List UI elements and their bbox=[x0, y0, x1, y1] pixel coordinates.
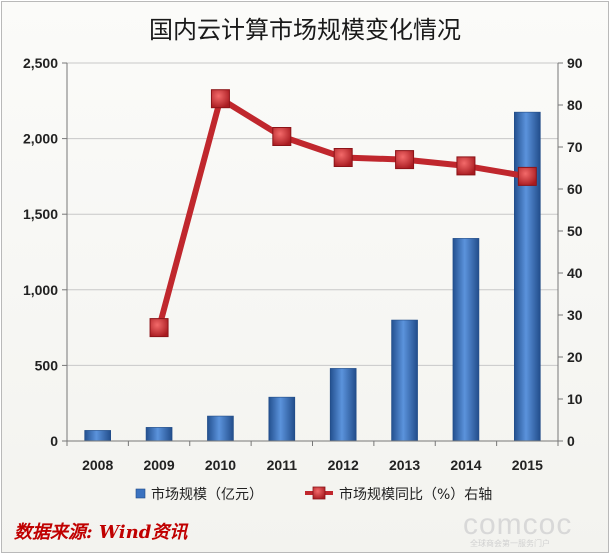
x-tick-label: 2010 bbox=[205, 457, 236, 473]
legend-line-marker bbox=[312, 486, 326, 500]
right-tick-label: 30 bbox=[567, 307, 583, 323]
right-tick-label: 60 bbox=[567, 181, 583, 197]
x-tick-label: 2014 bbox=[450, 457, 481, 473]
bar bbox=[84, 430, 111, 442]
line-marker bbox=[272, 127, 292, 146]
legend-bar-label: 市场规模（亿元） bbox=[151, 486, 263, 503]
line-series bbox=[149, 89, 537, 338]
x-tick-label: 2009 bbox=[143, 457, 174, 473]
chart-title: 国内云计算市场规模变化情况 bbox=[149, 16, 461, 44]
legend: 市场规模（亿元） 市场规模同比（%）右轴 bbox=[135, 486, 492, 503]
bar bbox=[514, 111, 541, 442]
x-tick-label: 2013 bbox=[389, 457, 420, 473]
bar bbox=[207, 415, 234, 442]
left-tick-label: 1,500 bbox=[23, 206, 58, 222]
x-tick-label: 2011 bbox=[267, 457, 298, 473]
right-tick-label: 0 bbox=[567, 433, 575, 449]
bar bbox=[329, 368, 357, 442]
x-tick-label: 2008 bbox=[82, 457, 113, 473]
right-tick-label: 80 bbox=[567, 97, 583, 113]
line-marker bbox=[210, 89, 230, 109]
line-marker bbox=[456, 156, 476, 176]
left-tick-label: 500 bbox=[35, 357, 59, 373]
left-tick-label: 2,500 bbox=[23, 55, 58, 71]
bar bbox=[268, 396, 296, 442]
bar bbox=[145, 427, 173, 442]
watermark-tagline: 全球商会第一服务门户 bbox=[470, 539, 550, 548]
bar bbox=[391, 319, 418, 442]
axes: 0 500 1,000 1,500 2,000 2,500 0 10 20 30 40 50 60 70 8… bbox=[23, 55, 583, 473]
left-tick-label: 0 bbox=[50, 433, 58, 449]
x-tick-label: 2015 bbox=[512, 457, 543, 473]
right-tick-label: 20 bbox=[567, 349, 583, 365]
watermark-logo: comcoc bbox=[463, 508, 573, 541]
right-tick-label: 90 bbox=[567, 55, 583, 71]
bar bbox=[452, 238, 480, 442]
line-marker bbox=[333, 148, 353, 167]
right-tick-label: 10 bbox=[567, 391, 583, 407]
x-tick-label: 2012 bbox=[328, 457, 359, 473]
right-tick-label: 40 bbox=[567, 265, 583, 281]
grid-lines bbox=[67, 62, 558, 442]
line-marker bbox=[149, 318, 169, 338]
legend-bar-swatch bbox=[135, 488, 146, 499]
right-tick-label: 70 bbox=[567, 139, 583, 155]
left-tick-label: 2,000 bbox=[23, 131, 58, 147]
right-tick-label: 50 bbox=[567, 223, 583, 239]
legend-line-label: 市场规模同比（%）右轴 bbox=[339, 486, 492, 503]
left-tick-label: 1,000 bbox=[23, 282, 58, 298]
line-marker bbox=[517, 166, 537, 186]
source-note: 数据来源: Wind资讯 bbox=[14, 522, 188, 543]
line-marker bbox=[395, 150, 415, 170]
